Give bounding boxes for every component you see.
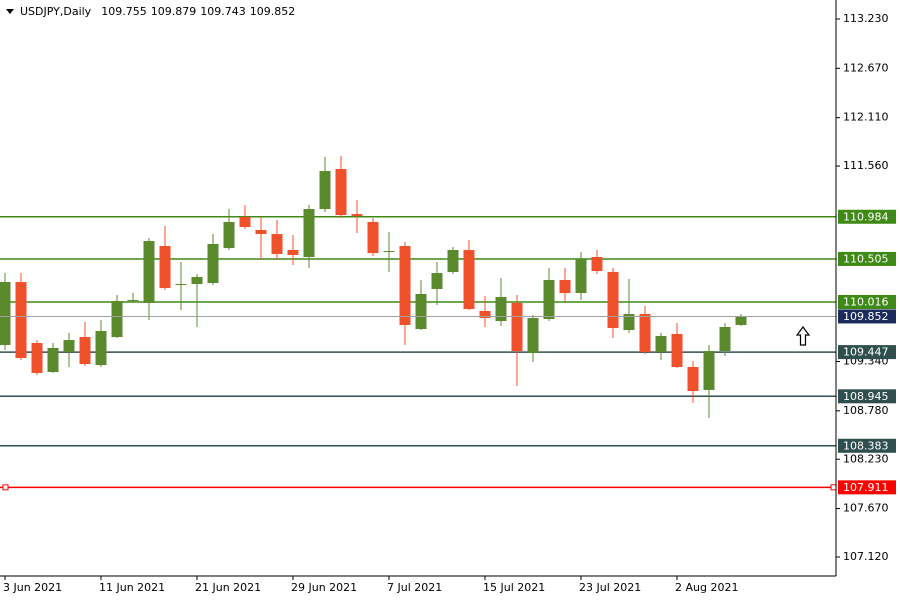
level-label-box (838, 480, 896, 495)
candle-body (463, 249, 475, 310)
menu-triangle[interactable] (6, 9, 14, 14)
y-tick-label: 108.780 (843, 404, 889, 417)
y-tick-label: 107.120 (843, 550, 889, 563)
header-high: 109.879 (151, 5, 197, 18)
candle-body (383, 251, 395, 253)
candle-body (639, 313, 651, 353)
candle-body (143, 240, 155, 303)
candle-body (63, 340, 75, 353)
level-label: 108.383 (843, 439, 889, 452)
y-tick-label: 108.230 (843, 452, 889, 465)
candle-body (111, 301, 123, 338)
level-handle (2, 484, 9, 491)
candle-body (543, 279, 555, 319)
candle-body (703, 351, 715, 390)
level-label-box (838, 294, 896, 309)
x-tick-label: 23 Jul 2021 (579, 581, 641, 594)
y-tick-label: 111.560 (843, 159, 889, 172)
candle-body (591, 257, 603, 272)
plot-area (0, 156, 837, 491)
candle-body (47, 347, 59, 372)
candle-body (239, 217, 251, 227)
y-tick-label: 113.230 (843, 12, 889, 25)
candle-body (527, 318, 539, 353)
header-low: 109.743 (200, 5, 246, 18)
candle-body (511, 302, 523, 352)
x-tick-label: 2 Aug 2021 (675, 581, 738, 594)
candle-body (0, 282, 11, 345)
candle-body (367, 221, 379, 254)
price-label-box (838, 309, 896, 324)
level-label: 110.016 (843, 295, 889, 308)
chart-header: USDJPY,Daily 109.755 109.879 109.743 109.852 (20, 5, 295, 18)
candle-body (127, 299, 139, 302)
x-tick-label: 21 Jun 2021 (195, 581, 261, 594)
y-tick-label: 112.670 (843, 61, 889, 74)
candle-body (223, 221, 235, 249)
candle-body (559, 279, 571, 294)
header-open: 109.755 (101, 5, 147, 18)
x-tick-label: 3 Jun 2021 (3, 581, 62, 594)
level-label: 108.945 (843, 390, 889, 403)
x-tick-label: 15 Jul 2021 (483, 581, 545, 594)
candle-body (495, 296, 507, 322)
price-label: 109.852 (843, 310, 889, 323)
candle-body (607, 271, 619, 328)
candle-body (319, 170, 331, 210)
candle-body (271, 234, 283, 255)
candle-body (447, 249, 459, 272)
candle-body (15, 282, 27, 358)
candle-body (399, 246, 411, 325)
x-tick-label: 7 Jul 2021 (387, 581, 442, 594)
symbol: USDJPY,Daily (20, 5, 92, 18)
candle-body (95, 330, 107, 366)
candle-body (303, 209, 315, 258)
x-tick-label: 11 Jun 2021 (99, 581, 165, 594)
candle-body (575, 259, 587, 294)
candle-body (623, 313, 635, 330)
level-handle (830, 484, 837, 491)
candle-body (735, 316, 747, 325)
candle-body (415, 293, 427, 330)
level-label: 110.984 (843, 210, 889, 223)
y-tick-label: 107.670 (843, 502, 889, 515)
candle-body (671, 333, 683, 367)
level-label-box (838, 438, 896, 453)
candle-body (31, 343, 43, 373)
level-label-box (838, 345, 896, 360)
level-label-box (838, 209, 896, 224)
candle-body (191, 276, 203, 285)
level-label-box (838, 251, 896, 266)
candle-body (335, 169, 347, 216)
level-label-box (838, 389, 896, 404)
candle-body (255, 229, 267, 235)
candle-body (431, 273, 443, 289)
candle-body (351, 214, 363, 216)
candle-body (159, 246, 171, 288)
candle-body (79, 337, 91, 364)
candle-body (479, 310, 491, 319)
y-tick-label: 112.110 (843, 111, 889, 124)
candle-body (287, 249, 299, 255)
candle-body (687, 366, 699, 392)
arrow-icon (795, 326, 811, 346)
level-label: 110.505 (843, 252, 889, 265)
level-label: 109.447 (843, 346, 889, 359)
candle-body (207, 243, 219, 283)
x-tick-label: 29 Jun 2021 (291, 581, 357, 594)
candle-body (175, 284, 187, 286)
level-label: 107.911 (843, 481, 889, 494)
candle-body (719, 327, 731, 352)
candle-body (655, 335, 667, 353)
header-close: 109.852 (250, 5, 296, 18)
